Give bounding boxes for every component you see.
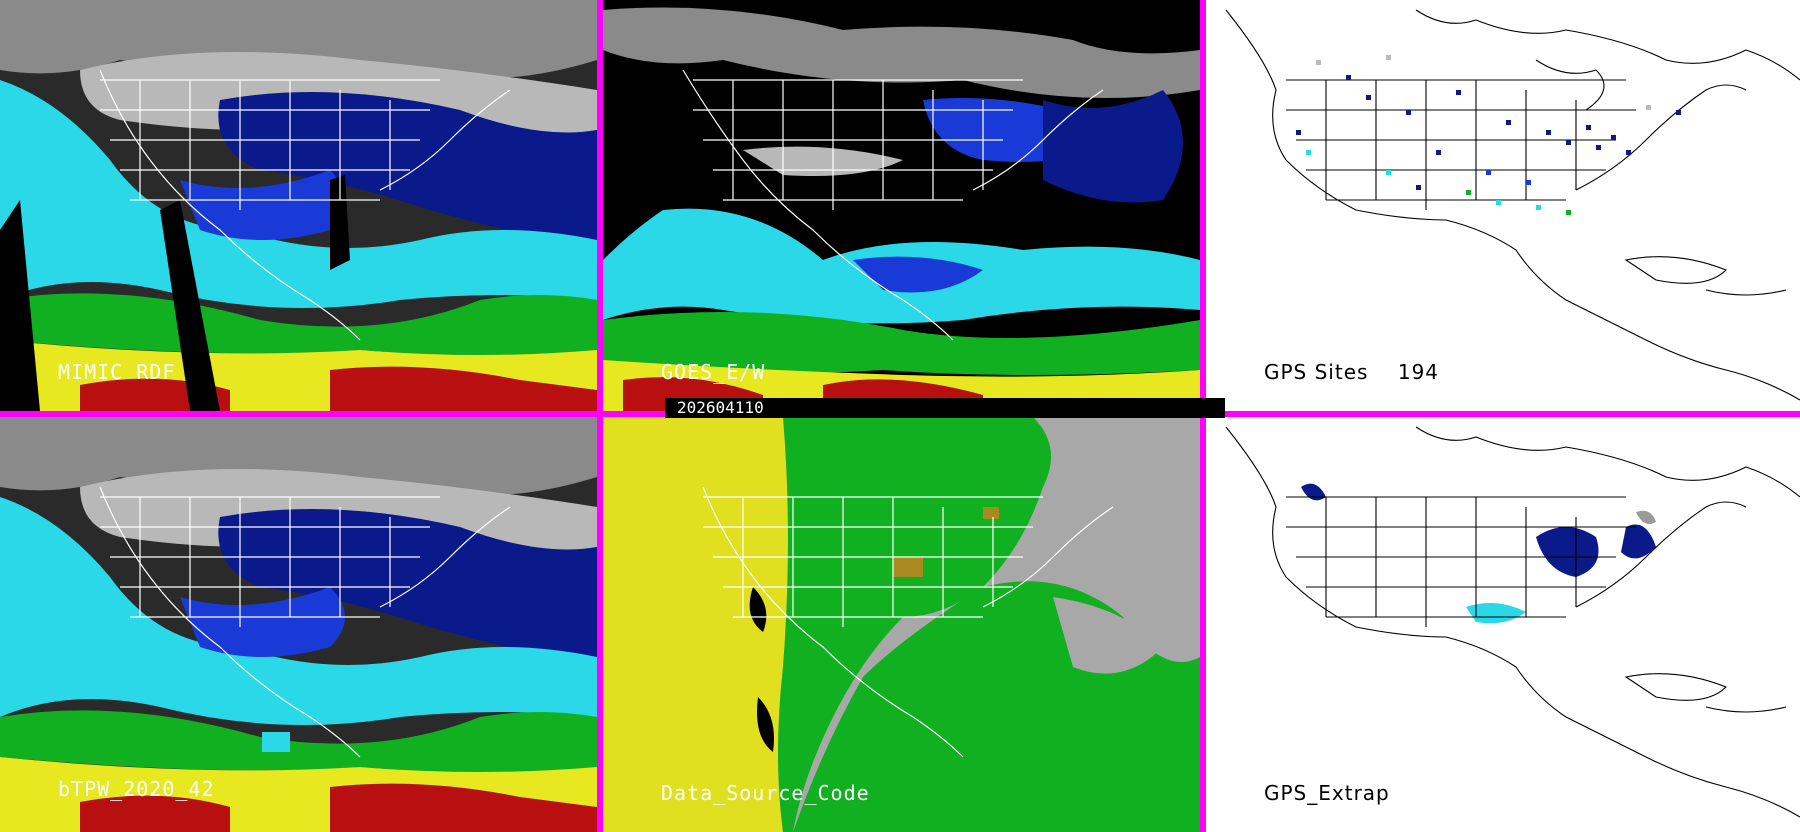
panel-label: bTPW_2020_42	[58, 777, 215, 801]
tpw-map-goes	[603, 0, 1200, 411]
panel-label: GPS_Extrap	[1264, 781, 1390, 805]
panel-gps-sites: GPS Sites 194	[1206, 0, 1800, 411]
panel-data-source-code: Data_Source_Code	[603, 417, 1200, 832]
tpw-map-btpw	[0, 417, 597, 832]
panel-mimic-rdf: MIMIC RDF	[0, 0, 597, 411]
data-source-map	[603, 417, 1200, 832]
timestamp-bar: 202604110	[665, 398, 1225, 418]
gps-sites-map	[1206, 0, 1800, 411]
panel-goes-ew: GOES_E/W	[603, 0, 1200, 411]
panel-btpw: bTPW_2020_42	[0, 417, 597, 832]
tpw-map-mimic	[0, 0, 597, 411]
panel-label: GOES_E/W	[661, 360, 766, 384]
gps-extrap-map	[1206, 417, 1800, 832]
panel-label: MIMIC RDF	[58, 360, 176, 384]
panel-label: Data_Source_Code	[661, 781, 870, 805]
panel-label: GPS Sites 194	[1264, 360, 1440, 384]
panel-gps-extrap: GPS_Extrap	[1206, 417, 1800, 832]
